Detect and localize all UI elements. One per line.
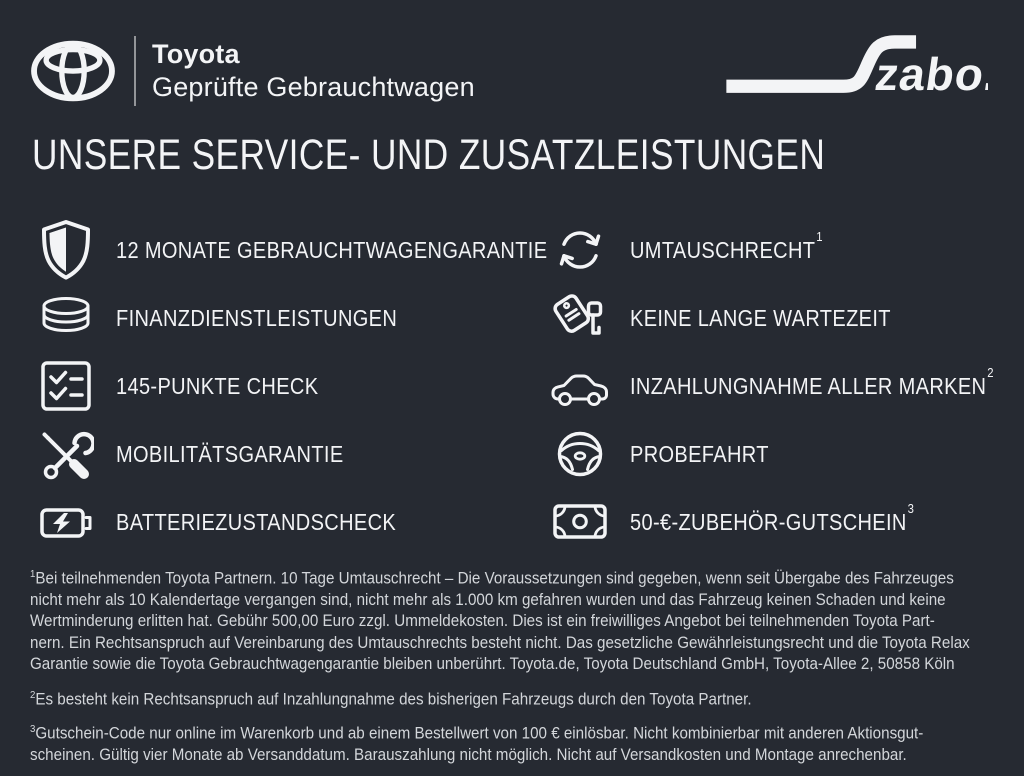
footnotes: 1Bei teilnehmenden Toyota Partnern. 10 T… <box>30 564 1014 776</box>
services-grid: 12 MONATE GEBRAUCHTWAGENGARANTIE FINANZD… <box>34 216 1004 556</box>
page-title: UNSERE SERVICE- UND ZUSATZLEISTUNGEN <box>32 131 826 179</box>
service-label: INZAHLUNGNAHME ALLER MARKEN2 <box>630 364 994 399</box>
service-label: PROBEFAHRT <box>630 440 769 467</box>
service-item-finanzdienstleistungen: FINANZDIENSTLEISTUNGEN <box>34 284 548 352</box>
service-item-inzahlungnahme: INZAHLUNGNAHME ALLER MARKEN2 <box>548 352 1024 420</box>
brand-title: Toyota <box>152 39 240 69</box>
coins-icon <box>34 286 98 350</box>
brand-subtitle: Geprüfte Gebrauchtwagen <box>152 72 475 102</box>
banknote-icon <box>548 490 612 554</box>
footnote-3: 3Gutschein-Code nur online im Warenkorb … <box>30 723 924 765</box>
footnote-1: 1Bei teilnehmenden Toyota Partnern. 10 T… <box>30 568 970 674</box>
service-item-punkte-check: 145-PUNKTE CHECK <box>34 352 548 420</box>
exchange-arrows-icon <box>548 218 612 282</box>
service-item-batteriezustandscheck: BATTERIEZUSTANDSCHECK <box>34 488 548 556</box>
service-label: BATTERIEZUSTANDSCHECK <box>116 508 397 535</box>
toyota-logo-icon <box>31 40 115 102</box>
service-label: 50-€-ZUBEHÖR-GUTSCHEIN3 <box>630 500 915 535</box>
service-label: UMTAUSCHRECHT1 <box>630 228 823 263</box>
service-item-probefahrt: PROBEFAHRT <box>548 420 1024 488</box>
service-label: FINANZDIENSTLEISTUNGEN <box>116 304 398 331</box>
service-label: MOBILITÄTSGARANTIE <box>116 440 344 467</box>
service-label: KEINE LANGE WARTEZEIT <box>630 304 891 331</box>
dealer-logo-text: zabo. <box>872 48 988 100</box>
toyota-brand-block: Toyota Geprüfte Gebrauchtwagen <box>30 36 475 106</box>
brand-divider <box>134 36 136 106</box>
footnote-2: 2Es besteht kein Rechtsanspruch auf Inza… <box>30 688 752 709</box>
battery-icon <box>34 490 98 554</box>
szabo-dealer-logo: zabo. <box>726 35 988 100</box>
checklist-icon <box>34 354 98 418</box>
steering-wheel-icon <box>548 422 612 486</box>
service-item-gutschein: 50-€-ZUBEHÖR-GUTSCHEIN3 <box>548 488 1024 556</box>
service-item-mobilitaetsgarantie: MOBILITÄTSGARANTIE <box>34 420 548 488</box>
service-label: 145-PUNKTE CHECK <box>116 372 319 399</box>
tools-icon <box>34 422 98 486</box>
service-item-gebrauchtwagengarantie: 12 MONATE GEBRAUCHTWAGENGARANTIE <box>34 216 548 284</box>
service-item-keine-lange-wartezeit: KEINE LANGE WARTEZEIT <box>548 284 1024 352</box>
service-item-umtauschrecht: UMTAUSCHRECHT1 <box>548 216 1024 284</box>
key-tag-icon <box>548 286 612 350</box>
car-icon <box>548 354 612 418</box>
shield-half-icon <box>34 218 98 282</box>
service-label: 12 MONATE GEBRAUCHTWAGENGARANTIE <box>116 236 548 263</box>
